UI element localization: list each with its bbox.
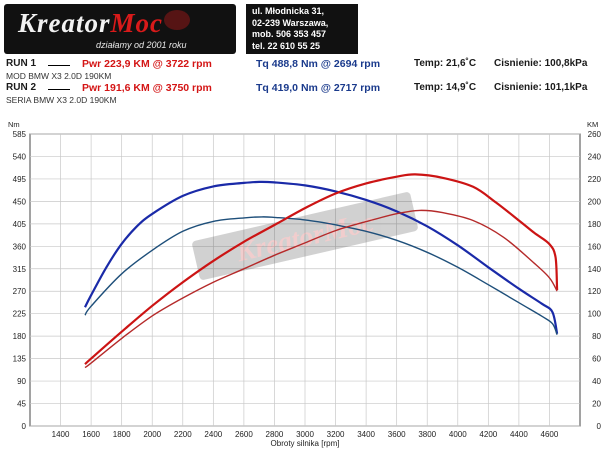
chart-grid [29,133,581,427]
logo-text: KreatorMoc [18,8,164,38]
contact-box: ul. Młodnicka 31, 02-239 Warszawa, mob. … [246,4,358,54]
y-left-tick-label: 495 [13,175,27,184]
y-left-tick-label: 90 [17,377,26,386]
run2-pressure: Cisnienie: 101,1kPa [494,82,588,93]
watermark-plate [192,192,418,280]
contact-line: ul. Młodnicka 31, [252,6,325,16]
y-right-tick-label: 220 [588,175,602,184]
y-right-axis-title: KM [587,120,598,129]
x-tick-label: 2200 [174,430,192,439]
x-tick-label: 4600 [541,430,559,439]
x-tick-label: 1800 [113,430,131,439]
y-left-tick-label: 360 [13,242,27,251]
x-tick-label: 4000 [449,430,467,439]
y-right-tick-label: 0 [597,422,602,431]
series-line-1 [84,216,558,335]
x-tick-label: 3000 [296,430,314,439]
logo: KreatorMoc działamy od 2001 roku [4,4,236,54]
chart-axes: 1400 1600 1800 2000 2200 2400 2600 2800 3000 3200… [8,120,602,448]
run2-temp: Temp: 14,9˚C [414,82,477,93]
x-tick-label: 1600 [82,430,100,439]
logo-flame-mark [164,10,190,30]
y-left-tick-label: 585 [13,130,27,139]
run1-line-sample [48,65,70,66]
run1-label: RUN 1 [6,58,37,69]
x-tick-label: 2800 [266,430,284,439]
y-right-tick-label: 100 [588,310,602,319]
y-right-tick-label: 260 [588,130,602,139]
run1-torque: Tq 488,8 Nm @ 2694 rpm [256,58,381,70]
x-tick-label: 3200 [327,430,345,439]
run1-power: Pwr 223,9 KM @ 3722 rpm [82,58,212,70]
x-tick-label: 4400 [510,430,528,439]
x-tick-label: 3600 [388,430,406,439]
y-right-tick-label: 120 [588,287,602,296]
run2-line-sample [48,89,70,90]
y-left-tick-label: 225 [13,310,27,319]
y-left-tick-label: 45 [17,400,26,409]
y-left-tick-label: 405 [13,220,27,229]
y-right-tick-label: 20 [592,400,601,409]
run2-torque: Tq 419,0 Nm @ 2717 rpm [256,82,381,94]
y-left-tick-label: 270 [13,287,27,296]
contact-line: 02-239 Warszawa, [252,17,329,28]
y-right-tick-label: 60 [592,355,601,364]
run2-description: SERIA BMW X3 2.0D 190KM [6,95,117,105]
x-axis-title: Obroty silnika [rpm] [271,439,340,448]
x-tick-label: 3400 [357,430,375,439]
series-line-2 [84,173,559,366]
contact-line: mob. 506 353 457 [252,29,327,39]
y-left-tick-label: 315 [13,265,27,274]
run1-temp: Temp: 21,6˚C [414,58,477,69]
y-right-tick-label: 80 [592,332,601,341]
y-right-tick-label: 160 [588,242,602,251]
series-line-0 [84,180,559,334]
y-right-tick-label: 140 [588,265,602,274]
y-right-tick-label: 180 [588,220,602,229]
y-left-axis-title: Nm [8,120,20,129]
y-left-tick-label: 135 [13,355,27,364]
x-tick-label: 2000 [143,430,161,439]
contact-line: tel. 22 610 55 25 [252,40,321,51]
y-left-tick-label: 180 [13,332,27,341]
series-line-3 [84,209,558,369]
run1-description: MOD BMW X3 2.0D 190KM [6,71,112,81]
y-right-tick-label: 200 [588,197,602,206]
run2-label: RUN 2 [6,82,37,93]
y-left-tick-label: 540 [13,152,27,161]
x-tick-label: 2600 [235,430,253,439]
run1-pressure: Cisnienie: 100,8kPa [494,58,588,69]
x-tick-label: 3800 [418,430,436,439]
y-left-tick-label: 450 [13,197,27,206]
y-right-tick-label: 40 [592,377,601,386]
y-right-tick-label: 240 [588,152,602,161]
x-tick-label: 2400 [204,430,222,439]
chart-series [84,173,559,369]
run2-power: Pwr 191,6 KM @ 3750 rpm [82,82,212,94]
x-tick-label: 1400 [52,430,70,439]
y-left-tick-label: 0 [22,422,27,431]
x-tick-label: 4200 [479,430,497,439]
logo-tagline: działamy od 2001 roku [96,40,187,50]
